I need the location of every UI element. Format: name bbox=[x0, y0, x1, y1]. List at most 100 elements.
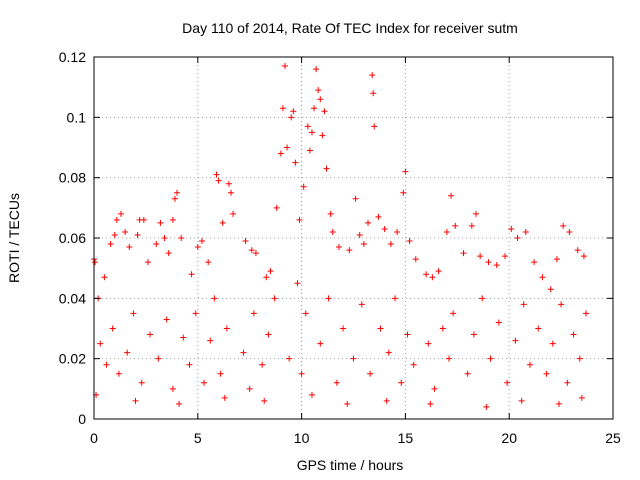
data-point bbox=[306, 147, 313, 154]
data-point bbox=[367, 370, 374, 377]
data-point bbox=[539, 274, 546, 281]
data-point bbox=[155, 355, 162, 362]
data-point bbox=[329, 228, 336, 235]
data-point bbox=[157, 219, 164, 226]
data-point bbox=[439, 325, 446, 332]
data-point bbox=[369, 72, 376, 79]
data-point bbox=[423, 271, 430, 278]
data-point bbox=[468, 222, 475, 229]
data-point bbox=[221, 394, 228, 401]
data-point bbox=[576, 355, 583, 362]
data-point bbox=[493, 262, 500, 269]
data-point bbox=[448, 192, 455, 199]
data-point bbox=[130, 310, 137, 317]
data-point bbox=[370, 90, 377, 97]
data-point bbox=[483, 403, 490, 410]
data-point bbox=[385, 349, 392, 356]
data-point bbox=[230, 210, 237, 217]
data-point bbox=[290, 108, 297, 115]
data-point bbox=[543, 370, 550, 377]
data-point bbox=[308, 391, 315, 398]
data-point bbox=[165, 250, 172, 257]
data-point bbox=[504, 379, 511, 386]
data-point bbox=[205, 259, 212, 266]
data-point bbox=[358, 301, 365, 308]
x-tick-label: 15 bbox=[398, 430, 414, 446]
data-point bbox=[161, 235, 168, 241]
data-point bbox=[556, 400, 563, 407]
data-point bbox=[464, 370, 471, 377]
data-point bbox=[580, 253, 587, 260]
data-point bbox=[512, 337, 519, 344]
data-point bbox=[402, 168, 409, 175]
data-point bbox=[111, 231, 118, 238]
y-tick-label: 0.12 bbox=[59, 49, 86, 65]
data-point bbox=[410, 361, 417, 368]
data-point bbox=[186, 361, 193, 368]
data-point bbox=[323, 165, 330, 172]
data-point bbox=[180, 334, 187, 341]
x-tick-label: 0 bbox=[90, 430, 98, 446]
plot-frame bbox=[93, 56, 614, 420]
y-tick-label: 0.02 bbox=[59, 351, 86, 367]
data-point bbox=[308, 129, 315, 136]
data-point bbox=[109, 325, 116, 332]
grid bbox=[94, 57, 613, 419]
data-point bbox=[261, 397, 268, 404]
data-point bbox=[485, 259, 492, 266]
data-point bbox=[144, 259, 151, 266]
data-point bbox=[365, 219, 372, 226]
data-points bbox=[91, 63, 590, 410]
data-point bbox=[211, 295, 218, 302]
data-point bbox=[412, 256, 419, 263]
data-point bbox=[387, 241, 394, 248]
data-point bbox=[277, 150, 284, 157]
data-point bbox=[406, 238, 413, 245]
data-point bbox=[300, 183, 307, 190]
x-tick-label: 5 bbox=[194, 430, 202, 446]
x-tick-label: 25 bbox=[605, 430, 621, 446]
data-point bbox=[198, 238, 205, 245]
data-point bbox=[325, 295, 332, 302]
data-point bbox=[327, 210, 334, 217]
data-point bbox=[383, 397, 390, 404]
data-point bbox=[117, 210, 124, 217]
data-point bbox=[294, 280, 301, 287]
data-point bbox=[281, 63, 288, 70]
data-point bbox=[445, 355, 452, 362]
data-point bbox=[547, 286, 554, 293]
data-point bbox=[223, 325, 230, 332]
data-point bbox=[213, 171, 220, 178]
data-point bbox=[470, 331, 477, 338]
x-axis-title: GPS time / hours bbox=[297, 457, 404, 473]
data-point bbox=[115, 370, 122, 377]
data-point bbox=[460, 250, 467, 257]
data-point bbox=[333, 379, 340, 386]
data-point bbox=[126, 244, 133, 251]
data-point bbox=[279, 105, 286, 112]
data-point bbox=[97, 340, 104, 347]
data-point bbox=[404, 331, 411, 338]
data-point bbox=[335, 244, 342, 251]
y-axis-title: ROTI / TECUs bbox=[6, 193, 22, 283]
data-point bbox=[450, 310, 457, 317]
data-point bbox=[344, 400, 351, 407]
data-point bbox=[250, 310, 257, 317]
data-point bbox=[132, 397, 139, 404]
data-point bbox=[427, 400, 434, 407]
data-point bbox=[346, 247, 353, 254]
data-point bbox=[134, 231, 141, 238]
data-point bbox=[248, 247, 255, 254]
data-point bbox=[360, 241, 367, 248]
data-point bbox=[477, 253, 484, 260]
data-point bbox=[207, 337, 214, 344]
data-point bbox=[321, 108, 328, 115]
data-point bbox=[92, 259, 99, 266]
data-point bbox=[267, 268, 274, 275]
data-point bbox=[560, 222, 567, 229]
data-point bbox=[435, 268, 442, 275]
data-point bbox=[107, 241, 114, 248]
data-point bbox=[531, 259, 538, 266]
data-point bbox=[174, 189, 181, 196]
